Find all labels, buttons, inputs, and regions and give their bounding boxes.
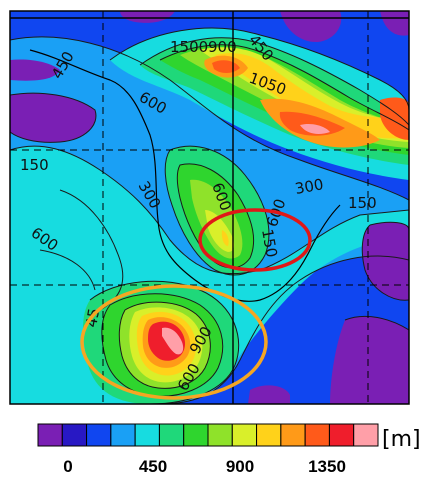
map-grid: [10, 11, 409, 404]
colorbar-swatch: [37, 423, 63, 447]
contour-label: 300: [294, 175, 325, 198]
contour-band: [300, 123, 330, 134]
contour-label: 150: [20, 156, 49, 174]
colorbar-swatch: [304, 423, 330, 447]
colorbar-tick-label: 0: [63, 457, 72, 476]
colorbar-swatch: [231, 423, 258, 447]
coastline: [29, 49, 341, 302]
contour-band: [279, 111, 345, 136]
colorbar-swatch: [183, 423, 209, 447]
contour-band: [380, 97, 409, 140]
contour-band: [10, 59, 60, 81]
colorbar-tick-label: 1350: [308, 457, 346, 476]
colorbar-swatch: [207, 423, 233, 447]
contour-band: [380, 11, 409, 36]
colorbar-swatch: [158, 423, 185, 447]
contour-band: [215, 53, 409, 139]
colorbar-swatch: [110, 423, 136, 447]
map-plot-area: [10, 11, 409, 404]
contour-band: [330, 316, 409, 404]
contour-band: [248, 385, 290, 404]
contour-band: [10, 93, 96, 143]
colorbar-swatch: [134, 423, 160, 447]
colorbar-swatch: [61, 423, 88, 447]
colorbar: [37, 423, 379, 447]
contour-band: [362, 222, 409, 301]
colorbar-swatch: [328, 423, 355, 447]
colorbar-swatch: [353, 423, 379, 447]
contour-band: [162, 327, 184, 355]
colorbar-unit: [m]: [382, 427, 421, 452]
colorbar-swatch: [280, 423, 306, 447]
colorbar-swatch: [86, 423, 112, 447]
colorbar-swatch: [256, 423, 282, 447]
contour-band: [120, 11, 175, 23]
contour-label: 150: [348, 194, 377, 212]
contour-band: [280, 11, 342, 43]
colorbar-tick-label: 900: [226, 457, 254, 476]
contour-label: 1500: [170, 38, 208, 56]
colorbar-tick-label: 450: [139, 457, 167, 476]
plot-frame: [9, 10, 410, 405]
contour-band: [221, 230, 229, 246]
red-highlight-ellipse: [198, 208, 312, 272]
contour-label: 150: [258, 228, 281, 259]
contour-label: 900: [208, 38, 237, 56]
orange-highlight-ellipse: [80, 284, 268, 400]
